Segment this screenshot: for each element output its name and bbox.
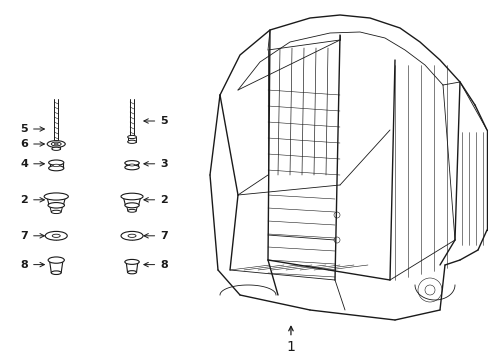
Ellipse shape	[124, 161, 139, 165]
Ellipse shape	[52, 143, 61, 145]
Polygon shape	[52, 144, 60, 149]
Ellipse shape	[128, 234, 136, 237]
Text: 5: 5	[20, 124, 44, 134]
Polygon shape	[126, 205, 137, 211]
Ellipse shape	[124, 165, 139, 170]
Ellipse shape	[47, 141, 65, 147]
Text: 2: 2	[143, 195, 167, 205]
Polygon shape	[128, 137, 136, 142]
Polygon shape	[50, 163, 62, 168]
Polygon shape	[50, 205, 62, 212]
Polygon shape	[49, 260, 63, 273]
Text: 7: 7	[20, 231, 44, 241]
Ellipse shape	[51, 210, 61, 213]
Ellipse shape	[121, 231, 142, 240]
Ellipse shape	[124, 260, 139, 264]
Ellipse shape	[129, 164, 135, 166]
Text: 8: 8	[143, 260, 167, 270]
Ellipse shape	[121, 193, 142, 200]
Ellipse shape	[127, 271, 136, 274]
Ellipse shape	[48, 257, 64, 263]
Polygon shape	[47, 197, 65, 205]
Polygon shape	[125, 163, 138, 167]
Polygon shape	[123, 197, 141, 205]
Text: 8: 8	[20, 260, 44, 270]
Ellipse shape	[51, 142, 61, 146]
Text: 6: 6	[20, 139, 44, 149]
Text: 2: 2	[20, 195, 44, 205]
Ellipse shape	[48, 160, 64, 165]
Ellipse shape	[127, 210, 136, 212]
Text: 3: 3	[143, 159, 167, 169]
Ellipse shape	[52, 234, 60, 237]
Text: 4: 4	[20, 159, 44, 169]
Ellipse shape	[45, 231, 67, 240]
Text: 5: 5	[143, 116, 167, 126]
Text: 7: 7	[143, 231, 167, 241]
Ellipse shape	[54, 143, 58, 145]
Ellipse shape	[51, 271, 61, 275]
Ellipse shape	[52, 147, 61, 150]
Text: 1: 1	[286, 327, 295, 354]
Ellipse shape	[127, 135, 136, 139]
Ellipse shape	[127, 140, 136, 143]
Ellipse shape	[124, 203, 139, 208]
Polygon shape	[126, 262, 138, 272]
Ellipse shape	[53, 164, 60, 167]
Ellipse shape	[48, 166, 64, 171]
Ellipse shape	[48, 203, 64, 208]
Ellipse shape	[44, 193, 68, 200]
